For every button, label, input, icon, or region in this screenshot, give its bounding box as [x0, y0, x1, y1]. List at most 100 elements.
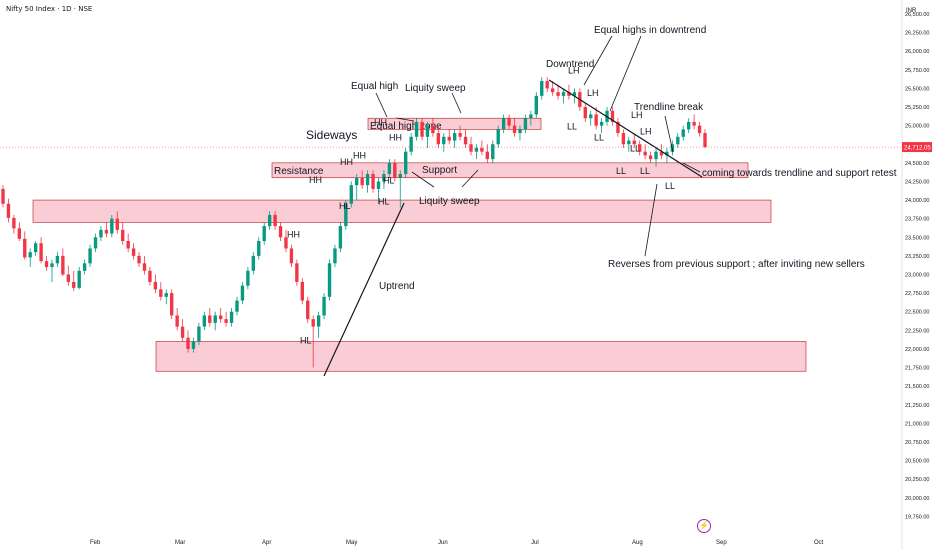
annotation-liquidity-sweep-top: Liquity sweep — [405, 83, 466, 94]
time-tick-label: Sep — [716, 540, 727, 546]
candle-body — [638, 144, 642, 152]
time-tick-label: Jun — [438, 540, 448, 546]
candle-body — [191, 341, 196, 349]
candle-body — [1, 188, 5, 204]
candle-body — [387, 162, 392, 175]
candle-body — [452, 133, 457, 141]
candle-body — [567, 92, 571, 96]
candle-body — [273, 214, 277, 227]
annotation-coming-towards: coming towards trendline and support ret… — [702, 168, 897, 179]
candle-body — [665, 151, 669, 156]
candle-body — [246, 270, 250, 286]
candle-body — [251, 255, 256, 271]
candle-body — [355, 177, 359, 186]
price-tick-label: 20,250.00 — [905, 477, 929, 483]
candle-body — [512, 125, 517, 134]
candle-body — [186, 337, 190, 349]
swing-label-lh: LH — [568, 66, 580, 76]
candle-body — [518, 129, 522, 134]
candle-body — [104, 229, 109, 234]
time-tick-label: May — [346, 540, 357, 546]
candle-body — [153, 281, 158, 290]
swing-label-ll: LL — [665, 181, 675, 191]
candle-body — [534, 95, 538, 115]
candle-body — [398, 174, 402, 178]
price-tick-label: 23,000.00 — [905, 273, 929, 279]
candle-body — [463, 136, 468, 145]
price-tick-label: 26,000.00 — [905, 49, 929, 55]
candle-body — [382, 174, 386, 182]
candle-body — [616, 121, 620, 134]
candle-body — [148, 270, 152, 282]
candle-body — [306, 300, 310, 320]
candle-body — [414, 121, 419, 137]
price-tick-label: 26,500.00 — [905, 12, 929, 18]
arrow-liquidity-sweep-top-2 — [395, 117, 415, 122]
candle-body — [175, 315, 179, 327]
time-tick-label: Aug — [632, 540, 643, 546]
swing-label-hh: HH — [353, 150, 366, 160]
swing-label-hh: HH — [389, 133, 402, 143]
candle-body — [360, 177, 364, 186]
candle-body — [621, 133, 626, 145]
candle-body — [311, 319, 315, 327]
candle-body — [262, 226, 266, 242]
swing-label-hh: HH — [287, 229, 300, 239]
arrow-liquidity-sweep-bottom-2 — [461, 169, 479, 188]
tradingview-flash-icon[interactable]: ⚡ — [697, 519, 711, 533]
annotation-sideways: Sideways — [306, 128, 357, 142]
candle-body — [436, 133, 441, 145]
price-tick-label: 25,500.00 — [905, 86, 929, 92]
candle-body — [295, 263, 299, 282]
price-tick-label: 21,500.00 — [905, 384, 929, 390]
zone-label: Resistance — [274, 166, 324, 177]
currency-label: INR — [906, 8, 917, 14]
annotation-downtrend: Downtrend — [546, 59, 594, 70]
candle-body — [66, 274, 70, 282]
price-tick-label: 24,250.00 — [905, 179, 929, 185]
candle-body — [159, 289, 163, 297]
candle-body — [6, 203, 11, 218]
candle-body — [686, 121, 691, 130]
price-tick-label: 20,500.00 — [905, 459, 929, 465]
candle-body — [229, 311, 234, 323]
candle-body — [224, 319, 228, 323]
candle-body — [55, 255, 60, 264]
candle-body — [289, 248, 294, 264]
arrow-liquidity-sweep-bottom — [411, 171, 435, 188]
time-tick-label: Mar — [175, 540, 185, 546]
candle-body — [344, 203, 348, 227]
candle-body — [540, 80, 544, 96]
candle-body — [137, 255, 141, 264]
arrow-equal-high-3 — [375, 92, 388, 118]
arrow-trendline-break — [664, 115, 674, 153]
last-price-label: 24,712.05 — [904, 146, 931, 152]
candle-body — [610, 110, 615, 122]
candle-body — [333, 248, 337, 264]
candle-body — [218, 315, 223, 320]
candle-body — [39, 243, 43, 262]
candle-body — [556, 92, 560, 96]
price-tick-label: 22,750.00 — [905, 291, 929, 297]
candle-body — [235, 300, 239, 312]
candle-body — [627, 140, 631, 145]
candle-body — [697, 125, 702, 134]
swing-label-lh: LH — [631, 110, 643, 120]
swing-label-lh: LH — [640, 127, 652, 137]
price-tick-label: 21,250.00 — [905, 403, 929, 409]
price-tick-label: 23,500.00 — [905, 235, 929, 241]
price-zone — [32, 199, 772, 223]
last-price-tag — [902, 142, 932, 153]
swing-label-ll: LL — [594, 133, 604, 143]
candle-body — [164, 293, 168, 297]
annotation-labels: Equal highs in downtrend Downtrend Equal… — [306, 25, 897, 292]
swing-label-ll: LL — [640, 166, 650, 176]
candle-body — [99, 229, 103, 238]
time-tick-label: Feb — [90, 540, 101, 546]
candle-body — [654, 151, 658, 160]
annotation-uptrend: Uptrend — [379, 281, 415, 292]
annotation-liquidity-sweep-bottom: Liquity sweep — [419, 196, 480, 207]
candle-body — [77, 270, 81, 288]
candle-body — [447, 136, 451, 141]
